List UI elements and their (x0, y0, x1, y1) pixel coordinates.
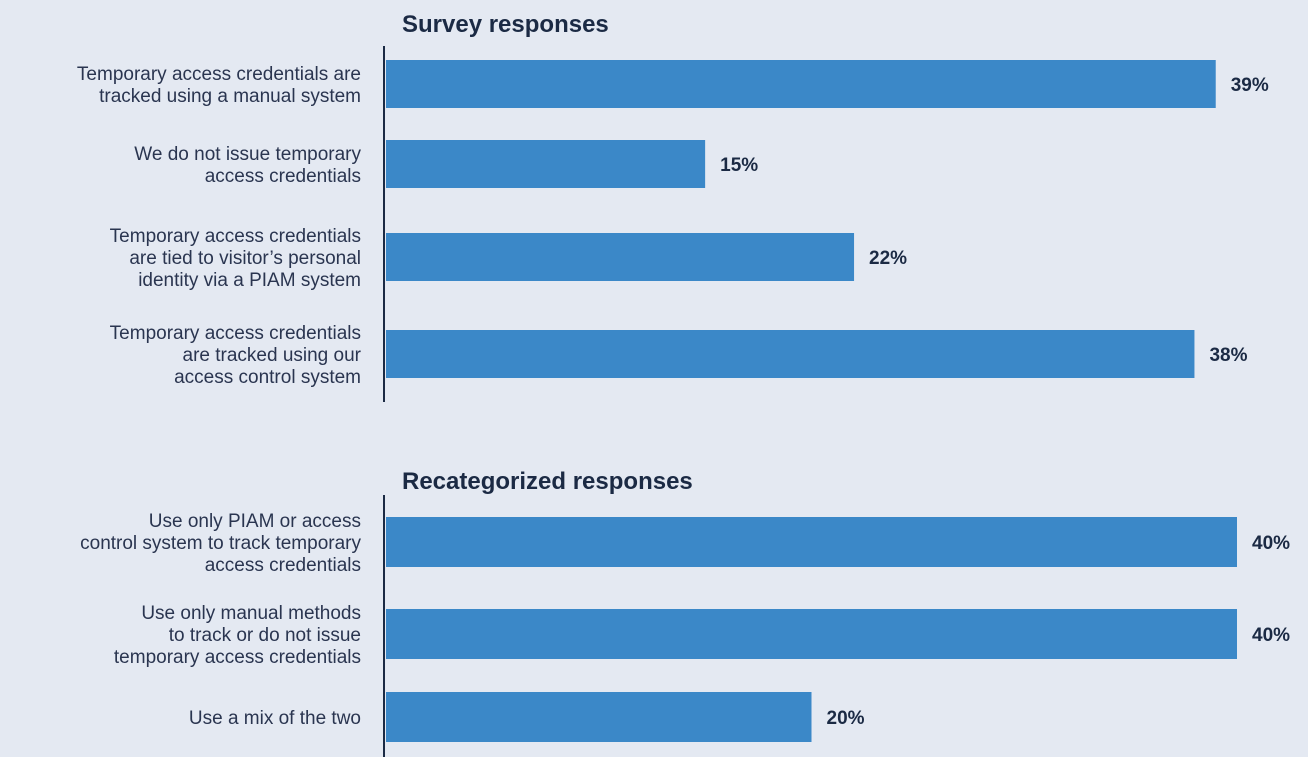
category-label: Temporary access credentials are tied to … (110, 226, 361, 291)
bar (386, 330, 1195, 378)
chart-panel-1: Survey responses 39% Temporary access cred… (77, 11, 1269, 402)
category-label-line: identity via a PIAM system (138, 270, 361, 291)
category-label-line: Temporary access credentials (110, 323, 361, 344)
category-label-line: We do not issue temporary (134, 144, 361, 165)
category-label-line: access credentials (205, 166, 361, 187)
bar (386, 140, 706, 188)
data-label: 40% (1252, 533, 1290, 554)
bar (386, 60, 1216, 108)
category-label-line: Use only PIAM or access (149, 511, 361, 532)
bar (386, 692, 812, 742)
category-label: Use only PIAM or access control system to… (80, 511, 361, 576)
bar (386, 233, 855, 281)
category-label: Temporary access credentials are tracked … (110, 323, 362, 388)
data-label: 20% (827, 708, 865, 729)
bar (386, 517, 1237, 567)
category-label: Temporary access credentials are tracked … (77, 64, 361, 107)
category-label-line: access control system (174, 367, 361, 388)
category-label-line: are tied to visitor’s personal (129, 248, 361, 269)
category-label-line: to track or do not issue (169, 625, 361, 646)
category-label-line: tracked using a manual system (99, 86, 361, 107)
chart-title: Recategorized responses (402, 468, 693, 495)
data-label: 40% (1252, 625, 1290, 646)
category-label-line: temporary access credentials (114, 647, 361, 668)
chart-panel-2: Recategorized responses 40% Use only PIAM … (80, 468, 1290, 757)
category-label: We do not issue temporary access credenti… (134, 144, 361, 187)
category-label: Use only manual methods to track or do no… (114, 603, 361, 668)
category-label-line: Temporary access credentials (110, 226, 361, 247)
category-label-line: control system to track temporary (80, 533, 361, 554)
bar (386, 609, 1237, 659)
data-label: 38% (1209, 345, 1247, 366)
category-label-line: Use a mix of the two (189, 708, 361, 729)
category-label-line: are tracked using our (183, 345, 362, 366)
data-label: 15% (720, 155, 758, 176)
chart-title: Survey responses (402, 11, 609, 38)
category-label: Use a mix of the two (189, 708, 361, 729)
data-label: 22% (869, 248, 907, 269)
data-label: 39% (1231, 75, 1269, 96)
category-label-line: Temporary access credentials are (77, 64, 361, 85)
category-label-line: access credentials (205, 555, 361, 576)
category-label-line: Use only manual methods (141, 603, 361, 624)
